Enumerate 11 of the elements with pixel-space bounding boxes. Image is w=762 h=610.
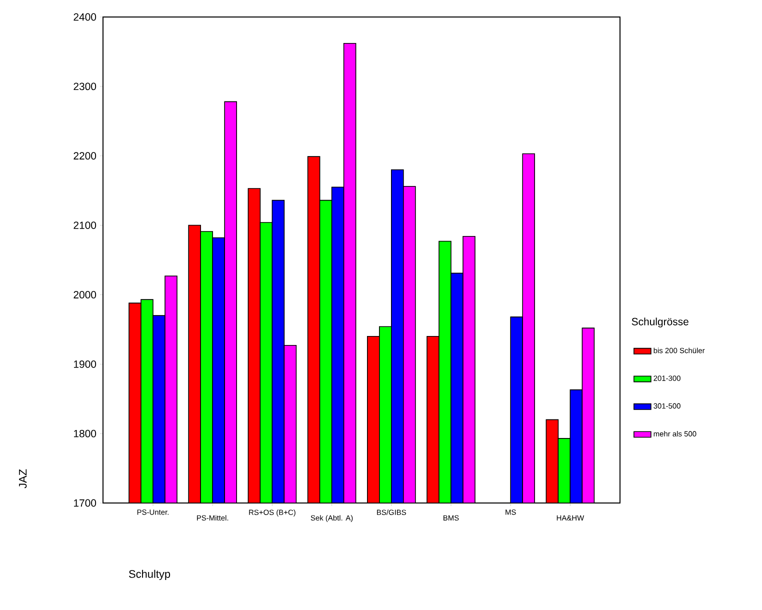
y-tick-label: 2400 (74, 13, 96, 21)
y-tick-label: 1800 (74, 430, 96, 438)
x-axis-title: Schultyp (129, 570, 170, 580)
y-tick-label: 2200 (74, 152, 96, 160)
y-tick-label: 2300 (74, 82, 96, 90)
y-tick-label: 2100 (74, 222, 96, 229)
y-axis-title: JAZ (19, 469, 27, 488)
y-tick-label: 2000 (74, 291, 96, 298)
y-tick-label: 1900 (74, 360, 96, 368)
legend-title: Schulgrösse (632, 318, 688, 328)
y-tick-label: 1700 (74, 499, 96, 507)
